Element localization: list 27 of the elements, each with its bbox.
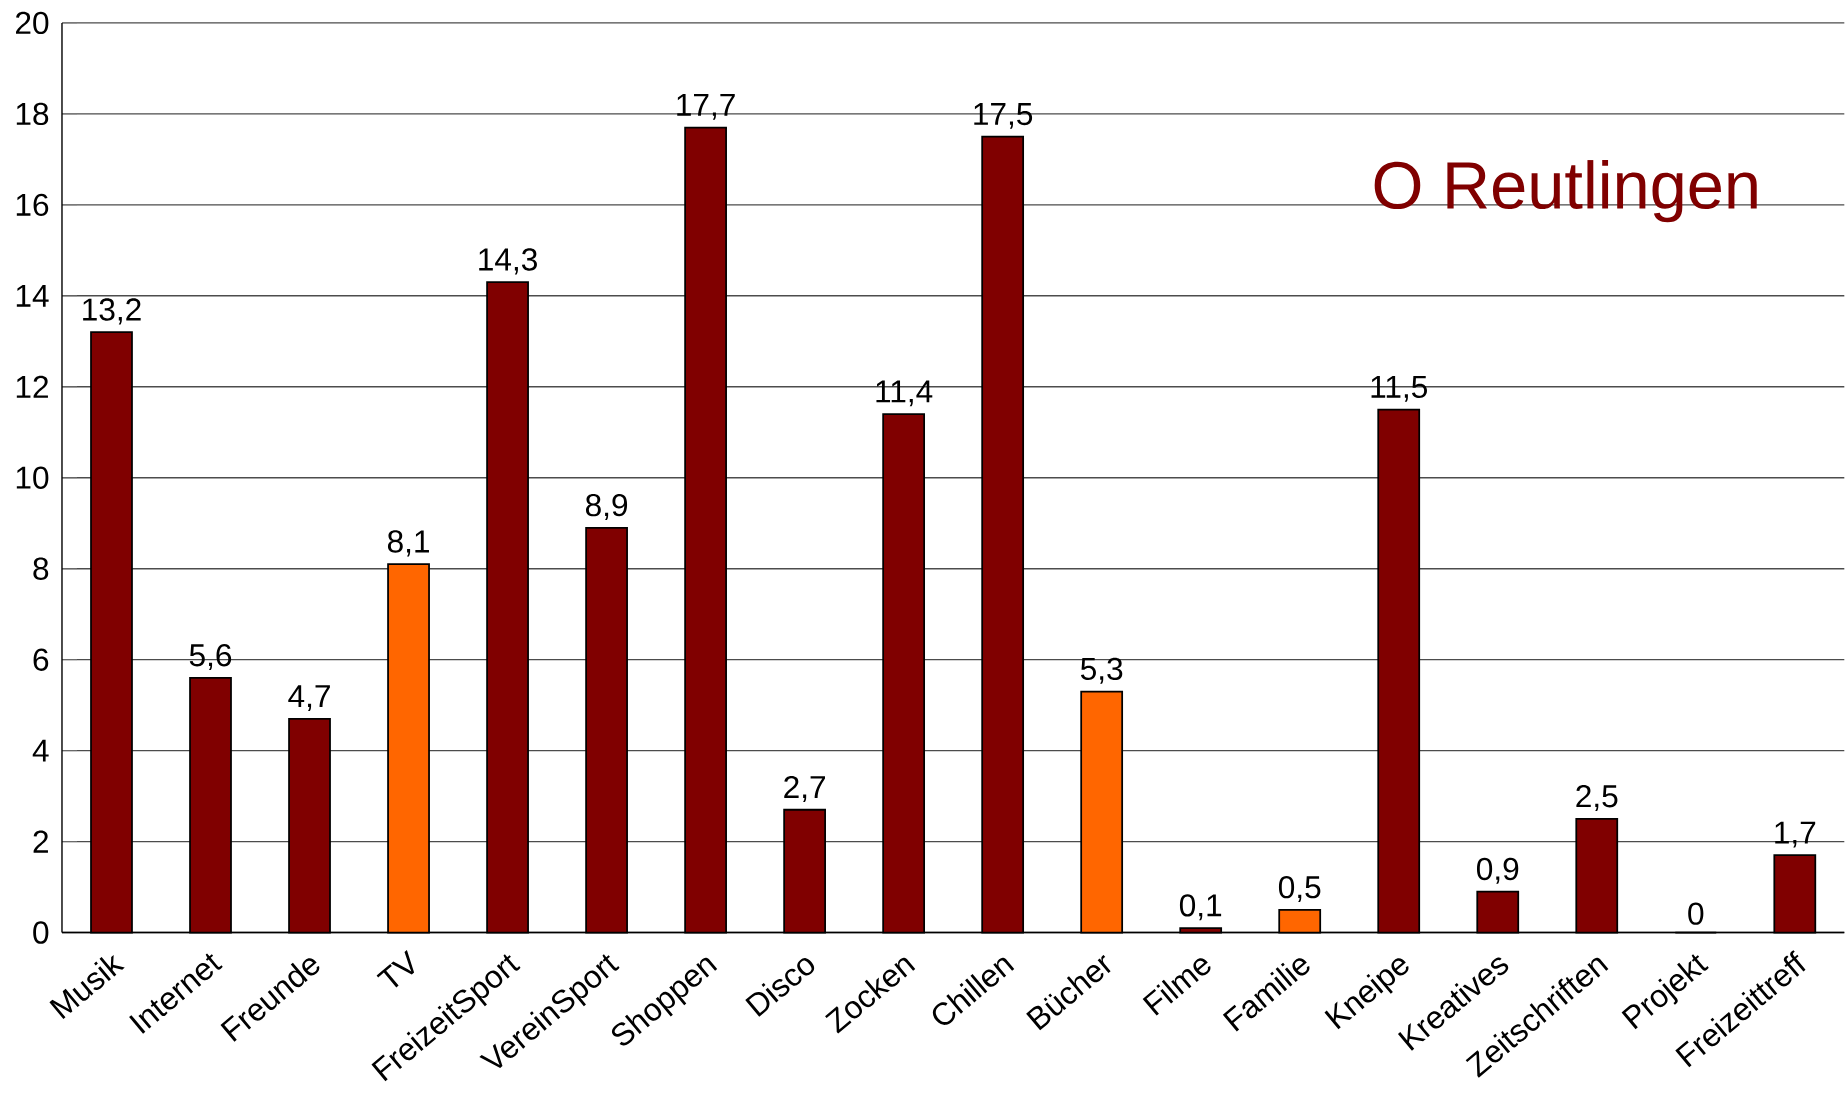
y-tick-label: 14 (16, 284, 49, 307)
y-tick-label: 2 (33, 830, 48, 853)
data-label: 13,2 (83, 298, 141, 325)
data-label: 2,5 (1576, 784, 1618, 811)
data-label: 8,9 (585, 493, 628, 520)
y-tick-label: 6 (33, 648, 49, 671)
data-label: 5,3 (1080, 657, 1123, 684)
data-label: 0,9 (1476, 857, 1519, 884)
y-tick-label: 18 (16, 102, 49, 125)
y-tick-label: 12 (16, 375, 48, 398)
annotation: O Reutlingen (1374, 159, 1757, 223)
data-label: 2,7 (784, 775, 825, 802)
data-label: 0 (1688, 902, 1704, 925)
data-label: 17,7 (677, 93, 735, 120)
y-tick-label: 8 (33, 557, 49, 580)
data-label: 4,7 (288, 685, 330, 711)
data-label: 14,3 (479, 248, 537, 275)
y-tick-label: 10 (16, 466, 49, 489)
data-label: 8,1 (387, 530, 429, 557)
data-label: 0,1 (1179, 893, 1222, 921)
y-tick-label: 4 (32, 739, 49, 762)
data-label: 11,4 (876, 380, 933, 407)
data-label: 0,5 (1278, 875, 1321, 902)
y-tick-label: 0 (33, 921, 49, 944)
y-tick-label: 16 (16, 193, 49, 216)
y-tick-label: 20 (16, 11, 49, 34)
data-label: 17,5 (974, 102, 1033, 129)
